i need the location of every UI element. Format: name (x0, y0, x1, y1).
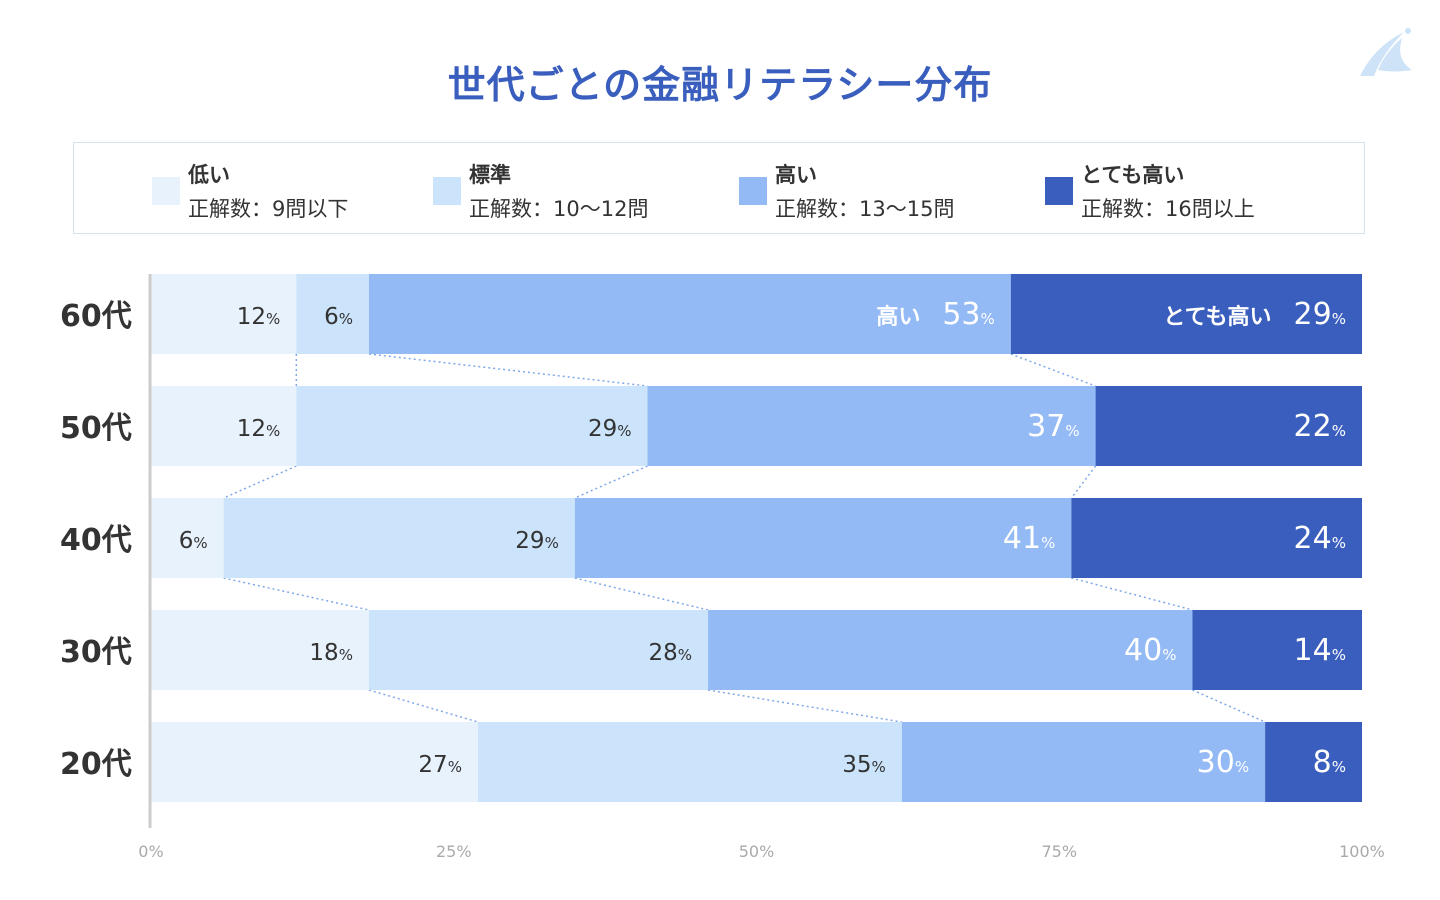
data-label: 高い 53% (876, 297, 994, 332)
connector-line (1010, 353, 1096, 387)
bar-segment (151, 610, 369, 690)
category-label: 30代 (60, 635, 132, 670)
data-label: 8% (1313, 745, 1346, 780)
data-label: 6% (179, 528, 208, 554)
connector-line (574, 577, 709, 611)
bar-segment (901, 722, 1266, 802)
bar-segment (477, 722, 902, 802)
bar-segment (296, 274, 369, 354)
x-tick-label: 0% (138, 842, 163, 861)
bar-segment (708, 610, 1193, 690)
data-label: 29% (515, 528, 559, 554)
bar-segment (368, 274, 1011, 354)
data-label: 41% (1003, 521, 1055, 556)
data-label: 35% (842, 752, 886, 778)
bar-segment (1192, 610, 1362, 690)
connector-line (223, 577, 370, 611)
category-label: 50代 (60, 411, 132, 446)
legend-desc: 正解数：10〜12問 (469, 197, 649, 221)
connector-line (707, 689, 902, 723)
x-tick-label: 25% (436, 842, 472, 861)
data-label: 12% (237, 416, 281, 442)
legend-label: 標準 (469, 163, 511, 187)
legend-label: とても高い (1081, 163, 1185, 187)
bar-segment (368, 610, 709, 690)
data-label: とても高い 29% (1163, 297, 1346, 332)
data-label: 40% (1124, 633, 1176, 668)
legend-swatch (433, 177, 461, 205)
legend-label: 高い (775, 163, 817, 187)
legend-desc: 正解数：9問以下 (188, 197, 349, 221)
data-label: 18% (309, 640, 353, 666)
bar-segment (1010, 274, 1362, 354)
bar-segment (151, 498, 224, 578)
connector-line (1192, 689, 1266, 723)
logo-icon (1360, 28, 1412, 76)
data-label: 30% (1197, 745, 1249, 780)
data-label: 28% (649, 640, 693, 666)
data-label: 14% (1294, 633, 1346, 668)
data-label: 12% (237, 304, 281, 330)
connector-line (223, 465, 297, 499)
bar-segment (1071, 498, 1362, 578)
bar-segment (1265, 722, 1362, 802)
bar-segment (647, 386, 1096, 466)
data-label: 6% (324, 304, 353, 330)
legend: 低い 正解数：9問以下 標準 正解数：10〜12問 高い 正解数：13〜15問 … (73, 142, 1365, 234)
legend-desc: 正解数：16問以上 (1081, 197, 1255, 221)
category-label: 40代 (60, 523, 132, 558)
data-label: 22% (1294, 409, 1346, 444)
connector-line (368, 353, 648, 387)
data-label: 24% (1294, 521, 1346, 556)
connector-line (574, 465, 648, 499)
chart-title: 世代ごとの金融リテラシー分布 (447, 63, 993, 107)
bar-segment (151, 722, 478, 802)
x-tick-label: 100% (1339, 842, 1385, 861)
data-label: 37% (1027, 409, 1079, 444)
legend-label: 低い (188, 163, 230, 187)
category-label: 60代 (60, 299, 132, 334)
data-label: 29% (588, 416, 632, 442)
bar-segment (296, 386, 648, 466)
legend-desc: 正解数：13〜15問 (775, 197, 955, 221)
data-label: 27% (418, 752, 462, 778)
x-tick-label: 50% (739, 842, 775, 861)
connector-line (368, 689, 479, 723)
legend-swatch (152, 177, 180, 205)
x-tick-label: 75% (1041, 842, 1077, 861)
bar-segment (223, 498, 575, 578)
legend-swatch (1045, 177, 1073, 205)
bar-segment (151, 274, 297, 354)
bar-segment (1095, 386, 1362, 466)
legend-swatch (739, 177, 767, 205)
connector-line (1071, 577, 1193, 611)
connector-line (1070, 465, 1097, 499)
category-label: 20代 (60, 747, 132, 782)
bar-segment (151, 386, 297, 466)
bar-segment (574, 498, 1072, 578)
